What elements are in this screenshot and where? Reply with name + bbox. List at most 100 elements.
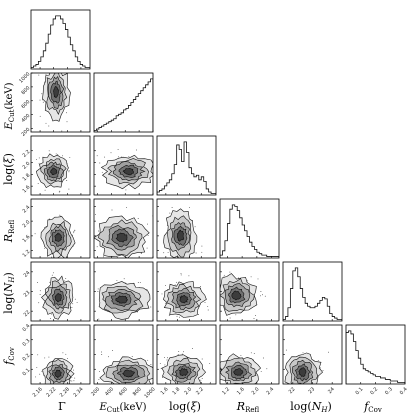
panel-content [216,352,271,388]
y-tick-label: 1.8 [22,173,32,183]
sample-point [119,386,120,387]
density-contour-5 [115,295,128,304]
sample-point [178,351,180,353]
panel-content [284,349,329,395]
sample-point [255,315,257,317]
sample-point [247,280,249,282]
sample-point [209,381,211,383]
panel-frame [219,198,280,259]
joint-panel-rrefl-vs-ecut [93,198,154,261]
sample-point [216,364,217,365]
sample-point [95,260,96,261]
sample-point [235,314,237,316]
x-tick-label: 2.0 [183,386,193,396]
sample-point [262,357,264,359]
panel-content [34,214,76,260]
x-tick-label: 0.3 [384,386,394,396]
sample-point [71,307,73,308]
sample-point [97,288,99,290]
sample-point [167,251,169,253]
x-tick-label: 2.16 [32,386,44,398]
x-label-ecut: ECut(keV) [98,402,146,414]
joint-panel-fcov-vs-gamma: 2.16 2.22 2.28 2.34 0.1 0.2 0.3 0.4 [22,323,91,399]
hist-panel-logxi [156,135,217,196]
sample-point [146,289,148,291]
sample-point [48,218,50,220]
sample-point [99,162,101,164]
x-tick-label: 400 [104,386,115,397]
histogram-logxi [157,141,216,195]
sample-point [72,303,74,305]
y-label-rrefl: RRefl [2,219,16,243]
sample-point [153,235,154,236]
sample-point [98,318,100,320]
sample-point [74,229,76,231]
sample-point [179,316,181,318]
panel-frame [30,9,91,70]
hist-panel-fcov: 0.1 0.2 0.3 0.4 [345,324,409,396]
sample-point [74,377,76,379]
y-tick-label: 0.4 [22,323,32,333]
sample-point [51,274,53,276]
sample-point [52,272,54,274]
histogram-lognh [283,267,342,321]
sample-point [71,380,73,382]
sample-point [244,387,245,388]
sample-point [219,279,220,280]
sample-point [150,364,152,365]
sample-point [237,277,239,279]
sample-point [131,398,132,399]
sample-point [328,351,329,353]
x-tick-label: 800 [132,386,143,397]
y-label-ecut: ECut(keV) [4,82,16,130]
sample-point [39,290,41,292]
sample-point [137,218,139,219]
sample-point [200,286,202,287]
sample-point [262,294,263,296]
sample-point [180,274,182,276]
sample-point [36,158,38,160]
sample-point [66,357,68,359]
joint-panel-fcov-vs-rrefl: 1.2 1.6 2.0 2.4 [216,324,280,396]
y-tick-label: 600 [20,99,31,110]
sample-point [162,258,163,259]
joint-panel-lognh-vs-logxi [156,261,217,323]
x-tick-label: 2.2 [195,386,205,396]
panel-content [35,150,71,193]
sample-point [250,276,252,278]
sample-point [188,275,190,277]
sample-point [35,376,36,378]
sample-point [101,171,103,173]
sample-point [201,251,203,253]
sample-point [317,359,319,361]
sample-point [117,149,119,151]
sample-point [45,122,47,124]
sample-point [41,370,43,372]
sample-point [164,364,166,366]
y-tick-label: 0.3 [22,338,32,348]
density-contour-5 [49,167,58,176]
y-tick-label: 2.0 [22,219,32,229]
x-tick-label: 2.0 [251,386,261,396]
sample-point [72,234,74,236]
y-axis-labels: ECut(keV) log(ξ) RRefl log(NH) fCov [2,82,16,365]
sample-point [63,259,64,260]
panel-content [159,348,211,384]
sample-point [154,290,155,291]
sample-point [71,376,73,378]
density-contour-5 [233,368,244,376]
sample-point [201,358,203,360]
sample-point [180,272,182,274]
joint-panel-lognh-vs-ecut [93,261,155,322]
y-tick-label: 24 [23,270,32,279]
panel-content [162,206,203,259]
density-contour-5 [178,368,189,377]
panel-frame [30,72,91,133]
x-tick-label: 0.1 [355,386,365,396]
x-tick-label: 2.4 [265,386,275,396]
sample-point [295,394,296,395]
histogram-fcov [346,330,405,384]
sample-point [173,322,174,323]
sample-point [37,354,39,356]
x-tick-label: 24 [327,386,336,395]
